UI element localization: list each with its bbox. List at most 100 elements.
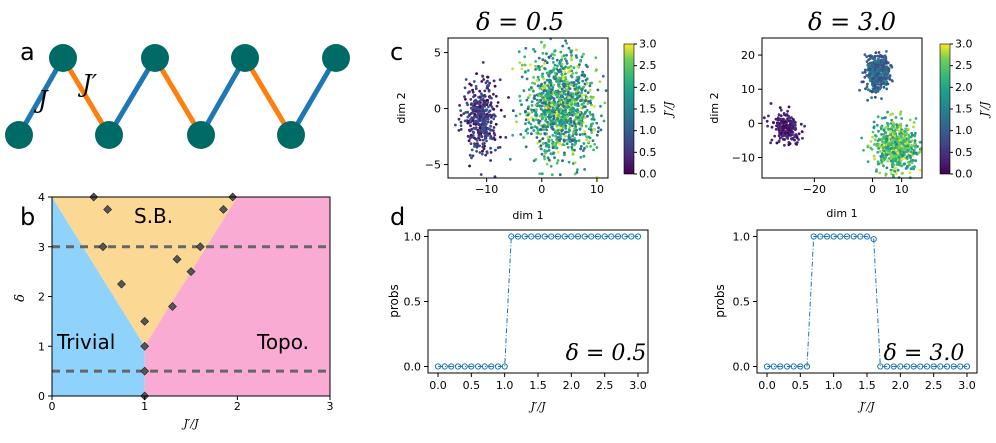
probs-marker xyxy=(548,233,555,240)
embedding-point xyxy=(467,139,471,143)
embedding-point xyxy=(892,144,895,148)
embedding-point xyxy=(555,58,559,62)
embedding-point xyxy=(485,112,489,116)
embedding-point xyxy=(793,138,796,142)
panel-b-letter: b xyxy=(20,203,35,231)
xtick-label: 0.5 xyxy=(792,379,810,392)
embedding-point xyxy=(481,75,485,78)
embedding-point xyxy=(554,134,557,138)
embedding-point xyxy=(900,117,904,120)
embedding-point xyxy=(545,142,548,146)
embedding-point xyxy=(592,118,596,121)
embedding-point xyxy=(884,57,888,61)
embedding-point xyxy=(784,120,787,124)
embedding-point xyxy=(879,59,883,62)
embedding-point xyxy=(538,172,542,176)
probs-marker xyxy=(474,363,482,370)
embedding-point xyxy=(867,66,870,70)
embedding-point xyxy=(880,55,884,59)
embedding-point xyxy=(482,99,486,103)
embedding-point xyxy=(555,114,558,118)
embedding-point xyxy=(581,149,585,153)
embedding-point xyxy=(535,114,538,118)
embedding-point xyxy=(880,155,884,158)
colorbar-2: 0.0 0.5 1.0 1.5 2.0 2.5 3.0 J′/J xyxy=(939,38,991,181)
xtick-label: 3.0 xyxy=(629,379,647,392)
embedding-point xyxy=(571,147,574,151)
embedding-point xyxy=(893,169,897,173)
probs-marker xyxy=(441,363,448,370)
boundary-point xyxy=(98,242,108,252)
embedding-point xyxy=(541,91,545,95)
embedding-point xyxy=(907,148,910,152)
embedding-point xyxy=(520,63,524,67)
embedding-point xyxy=(546,92,549,96)
probs-marker xyxy=(883,363,891,370)
phase-ticks: 0 1 2 3 0 1 2 3 4 xyxy=(38,191,334,413)
ytick-label: 0.0 xyxy=(404,361,422,374)
embedding-point xyxy=(901,154,905,158)
embedding-point xyxy=(543,86,547,90)
embedding-point xyxy=(918,168,922,172)
lattice-site xyxy=(322,44,350,72)
embedding-point xyxy=(478,129,482,133)
embedding-point xyxy=(524,118,528,122)
embedding-point xyxy=(788,117,792,120)
phase-ytick-label: 4 xyxy=(38,191,45,204)
embedding-point xyxy=(543,132,547,135)
embedding-point xyxy=(561,67,565,70)
probs-marker xyxy=(837,233,844,240)
embedding-point xyxy=(469,117,472,121)
embedding-point xyxy=(910,143,913,147)
embedding-point xyxy=(515,120,518,124)
embedding-point xyxy=(578,133,582,137)
embedding-point xyxy=(575,103,579,107)
embedding-point xyxy=(585,108,589,112)
embedding-point xyxy=(536,84,540,88)
embedding-point xyxy=(567,70,570,74)
embedding-point xyxy=(571,152,575,156)
embedding-point xyxy=(486,86,490,90)
embedding-point xyxy=(535,79,539,82)
embedding-point xyxy=(564,39,567,43)
embedding-point xyxy=(503,115,506,118)
embedding-point xyxy=(570,81,573,85)
embedding-point xyxy=(880,97,883,100)
embedding-point xyxy=(464,78,468,81)
embedding-point xyxy=(914,117,918,120)
embedding-point xyxy=(508,157,512,161)
embedding-point xyxy=(580,55,584,59)
embedding-point xyxy=(773,134,777,138)
lattice-site xyxy=(141,44,169,72)
embedding-point xyxy=(481,149,484,153)
embedding-point xyxy=(913,134,917,138)
embedding-point xyxy=(539,107,543,111)
embedding-point xyxy=(866,82,869,86)
embedding-point xyxy=(581,132,585,136)
embedding-point xyxy=(900,157,904,161)
ytick-label: 0.5 xyxy=(404,296,422,309)
embedding-point xyxy=(564,126,568,130)
embedding-point xyxy=(473,115,476,119)
embedding-point xyxy=(542,111,546,114)
embedding-point xyxy=(595,68,598,72)
embedding-point xyxy=(775,124,778,128)
embedding-point xyxy=(477,119,480,123)
embedding-point xyxy=(580,122,583,126)
bond-j xyxy=(106,56,158,137)
colorbar-tick-label: 1.5 xyxy=(639,103,657,116)
embedding-point xyxy=(561,125,565,129)
embedding-point xyxy=(593,142,596,146)
embedding-point xyxy=(532,89,535,93)
embedding-point xyxy=(556,159,560,162)
embedding-point xyxy=(546,156,550,160)
embedding-point xyxy=(542,104,546,107)
embedding-point xyxy=(492,126,496,129)
embedding-point xyxy=(507,96,510,99)
embed2-title: δ = 3.0 xyxy=(808,8,896,36)
embedding-point xyxy=(601,74,605,78)
embedding-point xyxy=(778,136,782,140)
embedding-point xyxy=(535,67,539,70)
embedding-point xyxy=(911,159,915,162)
embedding-point xyxy=(534,103,538,107)
